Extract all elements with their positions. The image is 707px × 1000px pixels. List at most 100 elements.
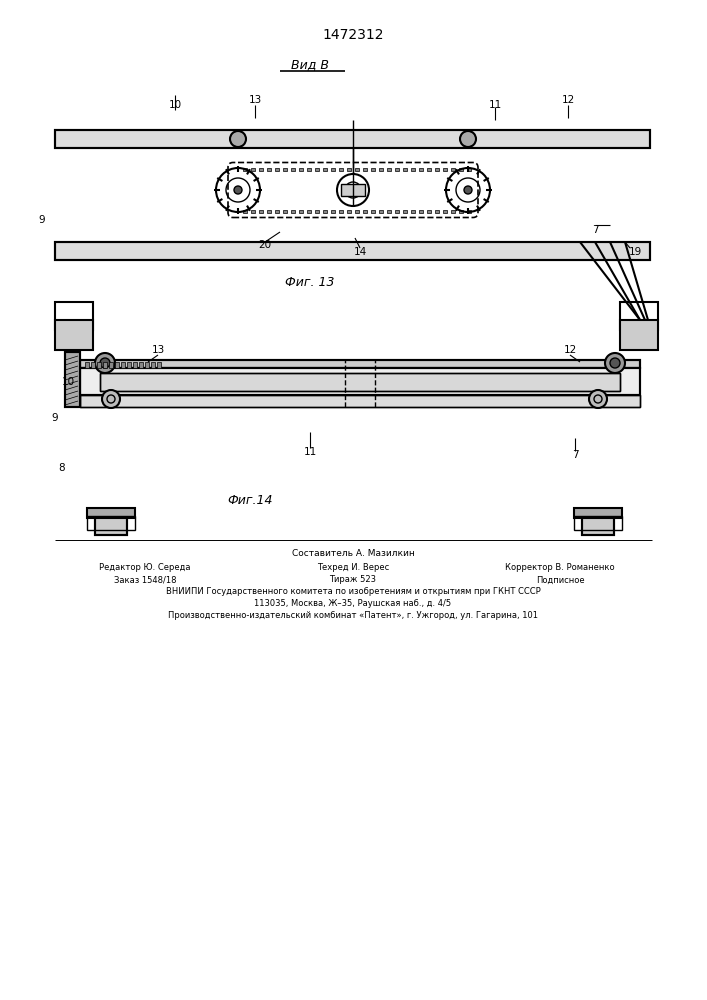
Bar xyxy=(451,167,455,170)
Bar xyxy=(582,510,614,535)
Text: Фиг.14: Фиг.14 xyxy=(227,493,273,506)
Bar xyxy=(323,210,327,213)
Bar xyxy=(371,167,375,170)
Text: Тираж 523: Тираж 523 xyxy=(329,576,377,584)
Circle shape xyxy=(460,131,476,147)
Bar xyxy=(145,362,149,368)
Bar xyxy=(91,362,95,368)
Bar xyxy=(355,210,359,213)
Text: 12: 12 xyxy=(563,345,577,355)
Text: Составитель А. Мазилкин: Составитель А. Мазилкин xyxy=(291,548,414,558)
Bar xyxy=(133,362,137,368)
Bar xyxy=(97,362,101,368)
Bar xyxy=(435,167,439,170)
Bar xyxy=(582,510,614,535)
Bar xyxy=(55,242,650,260)
Bar xyxy=(467,167,471,170)
Bar xyxy=(411,167,415,170)
Bar xyxy=(109,362,113,368)
Bar xyxy=(87,508,135,518)
Bar xyxy=(307,210,311,213)
Bar xyxy=(341,184,365,196)
Bar xyxy=(620,302,658,330)
Bar xyxy=(157,362,161,368)
Bar xyxy=(339,167,343,170)
Bar xyxy=(283,167,287,170)
Bar xyxy=(307,167,311,170)
Bar xyxy=(427,210,431,213)
Bar xyxy=(451,210,455,213)
Text: 10: 10 xyxy=(62,377,74,387)
Bar xyxy=(315,167,319,170)
Bar xyxy=(427,167,431,170)
Bar xyxy=(283,210,287,213)
Bar xyxy=(259,167,263,170)
Text: ВНИИПИ Государственного комитета по изобретениям и открытиям при ГКНТ СССР: ВНИИПИ Государственного комитета по изоб… xyxy=(165,587,540,596)
Bar xyxy=(459,167,463,170)
Bar xyxy=(85,362,89,368)
Bar xyxy=(620,320,658,350)
Bar xyxy=(315,210,319,213)
Bar xyxy=(267,167,271,170)
Text: 9: 9 xyxy=(52,413,58,423)
Text: 11: 11 xyxy=(489,100,502,110)
Bar xyxy=(339,210,343,213)
Bar xyxy=(127,362,131,368)
Bar xyxy=(55,242,650,260)
Text: 1472312: 1472312 xyxy=(322,28,384,42)
Bar xyxy=(95,510,127,535)
Circle shape xyxy=(100,358,110,368)
Bar xyxy=(574,508,622,518)
Bar xyxy=(251,167,255,170)
Bar xyxy=(80,395,640,407)
Bar xyxy=(291,167,295,170)
Bar xyxy=(243,210,247,213)
Bar xyxy=(55,130,650,148)
Text: 10: 10 xyxy=(168,100,182,110)
Text: 13: 13 xyxy=(248,95,262,105)
Bar xyxy=(574,516,622,530)
Bar xyxy=(419,167,423,170)
Bar xyxy=(80,368,640,395)
Bar xyxy=(55,130,650,148)
Text: 20: 20 xyxy=(259,240,271,250)
Bar xyxy=(299,167,303,170)
Bar xyxy=(371,210,375,213)
Bar xyxy=(435,210,439,213)
Text: 14: 14 xyxy=(354,247,367,257)
Circle shape xyxy=(234,186,242,194)
Text: Вид В: Вид В xyxy=(291,58,329,72)
Bar xyxy=(411,210,415,213)
Bar xyxy=(443,210,447,213)
Bar xyxy=(403,210,407,213)
Bar xyxy=(103,362,107,368)
Bar xyxy=(139,362,143,368)
Text: 113035, Москва, Ж–35, Раушская наб., д. 4/5: 113035, Москва, Ж–35, Раушская наб., д. … xyxy=(255,599,452,608)
Bar xyxy=(355,167,359,170)
Bar xyxy=(395,210,399,213)
Text: Редактор Ю. Середа: Редактор Ю. Середа xyxy=(99,564,191,572)
Bar xyxy=(121,362,125,368)
Circle shape xyxy=(610,358,620,368)
Bar xyxy=(275,210,279,213)
Text: 8: 8 xyxy=(59,463,65,473)
Bar xyxy=(267,210,271,213)
Text: 12: 12 xyxy=(561,95,575,105)
Bar xyxy=(65,352,80,407)
Bar xyxy=(55,320,93,350)
Bar xyxy=(87,516,135,530)
Bar xyxy=(347,210,351,213)
Bar xyxy=(299,210,303,213)
Text: Подписное: Подписное xyxy=(536,576,584,584)
Bar xyxy=(419,210,423,213)
Circle shape xyxy=(95,353,115,373)
Bar xyxy=(379,210,383,213)
Bar xyxy=(323,167,327,170)
Bar xyxy=(395,167,399,170)
Circle shape xyxy=(230,131,246,147)
Bar xyxy=(387,210,391,213)
Bar xyxy=(100,372,620,390)
Bar xyxy=(80,360,640,368)
Text: 9: 9 xyxy=(39,215,45,225)
Bar xyxy=(80,395,640,407)
